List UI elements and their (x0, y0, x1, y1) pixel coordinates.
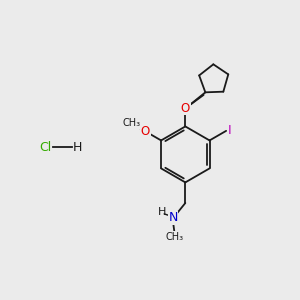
Text: N: N (168, 211, 178, 224)
Text: O: O (181, 102, 190, 115)
Text: I: I (228, 124, 231, 137)
Text: H: H (158, 207, 166, 218)
Text: CH₃: CH₃ (165, 232, 184, 242)
Text: O: O (141, 125, 150, 138)
Text: H: H (73, 141, 82, 154)
Text: Cl: Cl (39, 141, 52, 154)
Text: CH₃: CH₃ (122, 118, 140, 128)
